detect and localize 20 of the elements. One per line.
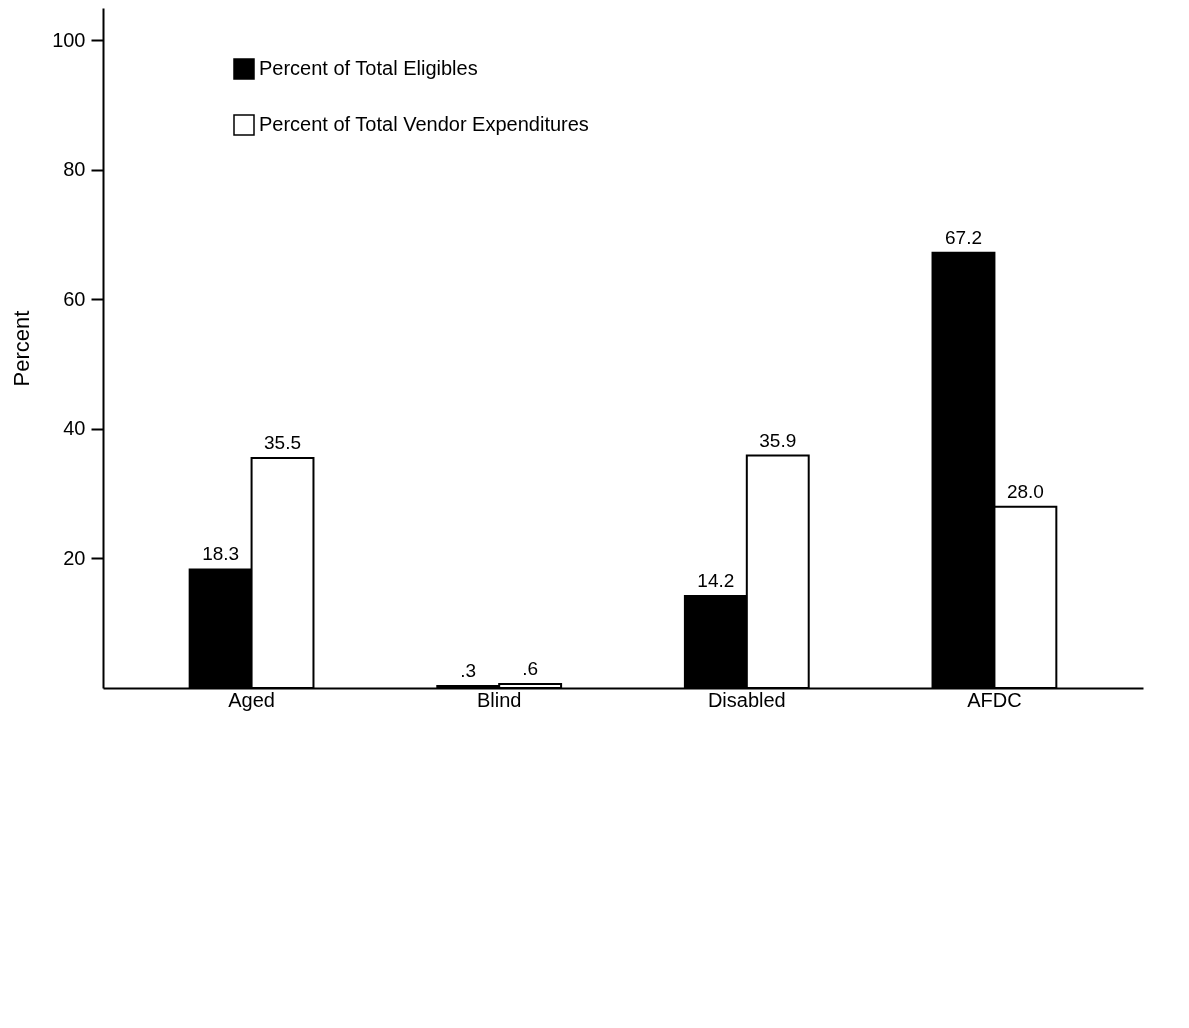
data-label: 28.0 bbox=[1006, 480, 1044, 502]
x-tick-label: AFDC bbox=[967, 688, 1022, 711]
x-tick-label: Disabled bbox=[707, 688, 786, 711]
data-label: 35.5 bbox=[264, 432, 302, 454]
y-tick-label: 60 bbox=[63, 287, 86, 310]
x-tick-label: Aged bbox=[228, 688, 275, 711]
data-label: 18.3 bbox=[202, 543, 240, 565]
data-label: .6 bbox=[522, 658, 539, 680]
y-axis-title: Percent bbox=[9, 310, 35, 387]
legend-label: Percent of Total Vendor Expenditures bbox=[259, 113, 589, 135]
data-label: .3 bbox=[460, 660, 477, 682]
y-tick-label: 40 bbox=[63, 417, 86, 440]
data-label: 67.2 bbox=[944, 226, 982, 248]
x-tick-label: Blind bbox=[476, 688, 522, 711]
data-label: 14.2 bbox=[697, 570, 735, 592]
y-tick-label: 80 bbox=[63, 158, 86, 181]
y-tick-label: 100 bbox=[52, 28, 86, 51]
legend-label: Percent of Total Eligibles bbox=[259, 57, 478, 79]
data-label: 35.9 bbox=[759, 429, 797, 451]
y-tick-label: 20 bbox=[63, 546, 86, 569]
